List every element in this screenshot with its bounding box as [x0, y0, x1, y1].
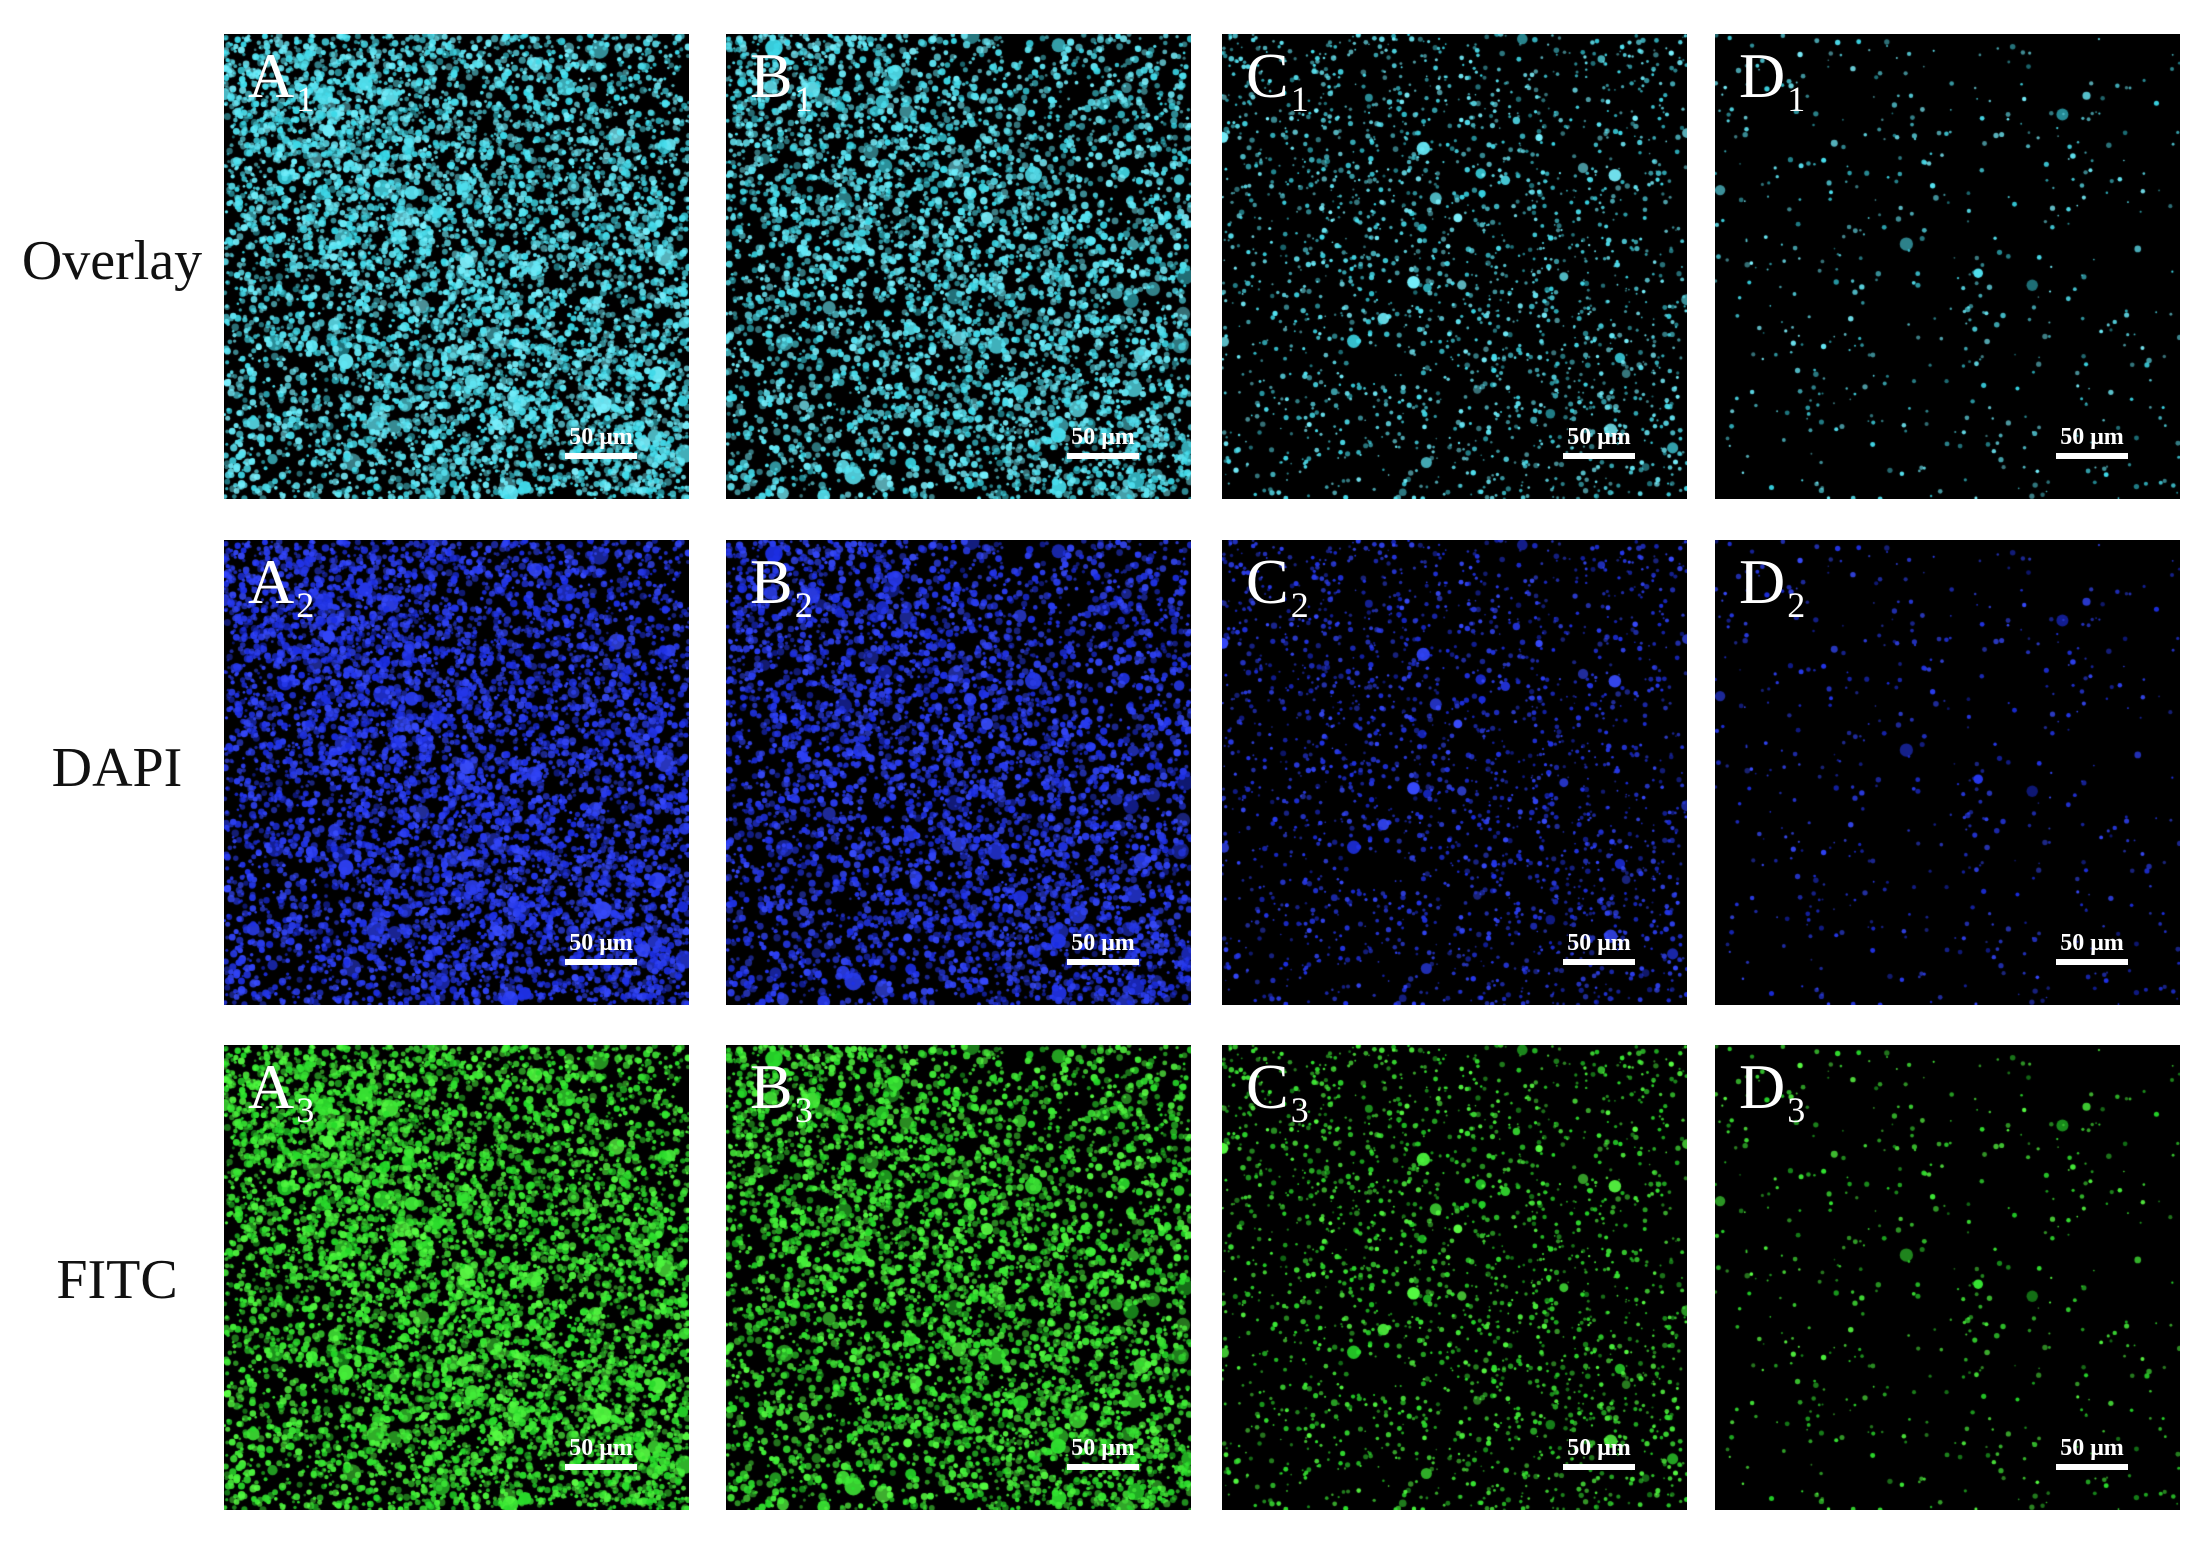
- panel-c2: C2 50 μm: [1222, 540, 1687, 1005]
- panel-label: A1: [248, 40, 315, 119]
- scale-bar: 50 μm: [1067, 425, 1139, 459]
- scale-bar: 50 μm: [2056, 1436, 2128, 1470]
- panel-a3: A3 50 μm: [224, 1045, 689, 1510]
- micrograph: [224, 540, 689, 1005]
- panel-d3: D3 50 μm: [1715, 1045, 2180, 1510]
- panel-label: B3: [750, 1051, 813, 1130]
- micrograph: [1715, 1045, 2180, 1510]
- panel-b3: B3 50 μm: [726, 1045, 1191, 1510]
- panel-label: C2: [1246, 546, 1309, 625]
- scale-bar: 50 μm: [2056, 931, 2128, 965]
- panel-a2: A2 50 μm: [224, 540, 689, 1005]
- panel-d2: D2 50 μm: [1715, 540, 2180, 1005]
- scale-bar: 50 μm: [1563, 931, 1635, 965]
- micrograph: [1715, 540, 2180, 1005]
- micrograph: [1222, 540, 1687, 1005]
- scale-bar: 50 μm: [2056, 425, 2128, 459]
- scale-bar: 50 μm: [1067, 931, 1139, 965]
- micrograph: [224, 1045, 689, 1510]
- micrograph: [726, 1045, 1191, 1510]
- panel-a1: A1 50 μm: [224, 34, 689, 499]
- micrograph: [726, 540, 1191, 1005]
- panel-d1: D1 50 μm: [1715, 34, 2180, 499]
- panel-b1: B1 50 μm: [726, 34, 1191, 499]
- micrograph: [1715, 34, 2180, 499]
- scale-bar: 50 μm: [565, 425, 637, 459]
- panel-label: B2: [750, 546, 813, 625]
- panel-c3: C3 50 μm: [1222, 1045, 1687, 1510]
- scale-bar: 50 μm: [1563, 425, 1635, 459]
- row-label-dapi: DAPI: [51, 737, 183, 799]
- panel-label: A3: [248, 1051, 315, 1130]
- panel-label: D1: [1739, 40, 1806, 119]
- panel-label: C3: [1246, 1051, 1309, 1130]
- panel-label: B1: [750, 40, 813, 119]
- micrograph: [1222, 34, 1687, 499]
- panel-c1: C1 50 μm: [1222, 34, 1687, 499]
- row-label-overlay: Overlay: [21, 230, 203, 292]
- row-label-fitc: FITC: [56, 1249, 178, 1311]
- scale-bar: 50 μm: [1067, 1436, 1139, 1470]
- scale-bar: 50 μm: [565, 1436, 637, 1470]
- micrograph: [726, 34, 1191, 499]
- panel-label: A2: [248, 546, 315, 625]
- panel-label: D3: [1739, 1051, 1806, 1130]
- scale-bar: 50 μm: [565, 931, 637, 965]
- micrograph: [1222, 1045, 1687, 1510]
- panel-label: C1: [1246, 40, 1309, 119]
- panel-b2: B2 50 μm: [726, 540, 1191, 1005]
- panel-label: D2: [1739, 546, 1806, 625]
- scale-bar: 50 μm: [1563, 1436, 1635, 1470]
- micrograph: [224, 34, 689, 499]
